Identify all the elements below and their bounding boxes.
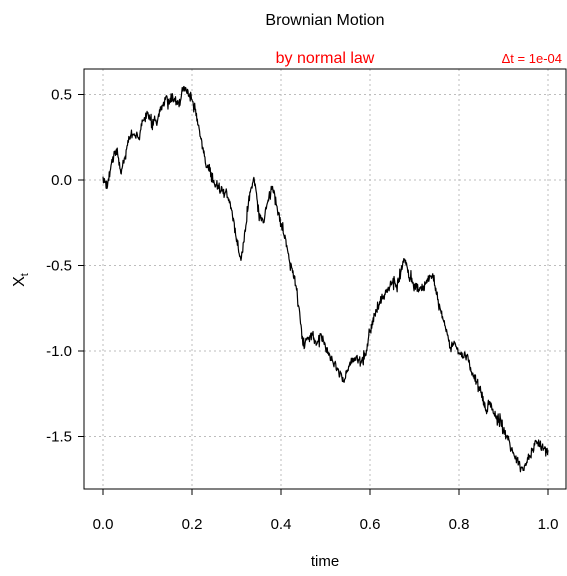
delta-t-annotation: Δt = 1e-04 xyxy=(502,51,562,66)
chart-title: Brownian Motion xyxy=(265,12,384,29)
y-tick-label: -0.5 xyxy=(46,258,72,275)
x-tick-label: 0.0 xyxy=(93,516,114,533)
y-tick-label: 0.0 xyxy=(51,172,72,189)
y-axis-label-main: X xyxy=(11,276,28,287)
chart-subtitle: by normal law xyxy=(276,50,375,67)
x-tick-label: 0.8 xyxy=(449,516,470,533)
y-tick-label: -1.5 xyxy=(46,429,72,446)
grid xyxy=(84,69,566,489)
y-axis-label: Xt xyxy=(11,273,31,287)
x-tick-label: 0.6 xyxy=(360,516,381,533)
x-tick-label: 1.0 xyxy=(538,516,559,533)
x-axis-label: time xyxy=(311,553,339,570)
y-tick-label: 0.5 xyxy=(51,87,72,104)
x-tick-label: 0.4 xyxy=(271,516,292,533)
plot-frame xyxy=(83,68,567,490)
x-tick-label: 0.2 xyxy=(182,516,203,533)
y-axis-label-subscript: t xyxy=(19,273,31,276)
series-line xyxy=(102,85,549,473)
x-axis: 0.0 0.2 0.4 0.6 0.8 1.0 xyxy=(93,488,559,533)
y-tick-label: -1.0 xyxy=(46,343,72,360)
y-axis: 0.5 0.0 -0.5 -1.0 -1.5 xyxy=(46,87,84,446)
